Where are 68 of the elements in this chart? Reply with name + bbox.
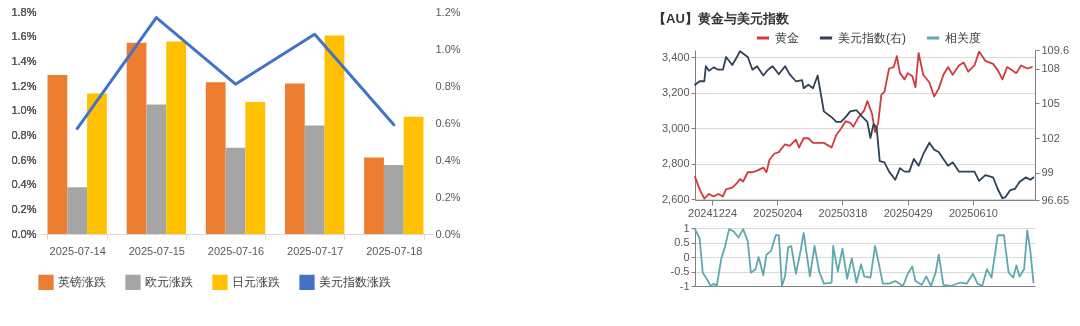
y-tick-label: 0.8%	[11, 128, 37, 141]
y-tick-label: 1	[683, 221, 690, 234]
y2-tick-label: 96.65	[1041, 193, 1070, 206]
y-tick-label: 1.6%	[11, 30, 37, 43]
y2-tick-label: 0.8%	[435, 79, 461, 92]
x-tick-label: 20250318	[818, 206, 868, 219]
y-tick-label: 2,600	[661, 192, 690, 205]
y-tick-label: 1.2%	[11, 79, 37, 92]
x-tick-label: 20250610	[948, 206, 998, 219]
y-tick-label: -0.5	[670, 265, 690, 277]
legend-label: 英镑涨跌	[58, 275, 106, 290]
legend-label: 美元指数(右)	[838, 31, 906, 45]
y-tick-label: 1.4%	[11, 54, 37, 67]
y2-tick-label: 105	[1041, 96, 1060, 109]
y2-tick-label: 0.6%	[435, 116, 461, 129]
y-tick-label: 2,800	[661, 157, 690, 170]
bar	[383, 164, 404, 234]
y-tick-label: -1	[679, 279, 690, 292]
y2-tick-label: 99	[1041, 166, 1054, 179]
y-tick-label: 0.2%	[11, 202, 37, 215]
y-tick-label: 1.8%	[11, 5, 37, 18]
y-tick-label: 0.4%	[11, 178, 37, 191]
bar	[126, 42, 147, 234]
bar	[67, 187, 88, 234]
bar	[364, 157, 384, 234]
bar	[225, 147, 246, 234]
line-series	[75, 16, 396, 131]
line-series	[694, 228, 1035, 287]
bar	[304, 125, 325, 234]
bar	[47, 74, 68, 234]
chart-title: 【AU】黄金与美元指数	[653, 11, 790, 26]
y2-tick-label: 0.0%	[435, 227, 461, 240]
y2-tick-label: 0.4%	[435, 153, 461, 166]
bar	[205, 82, 226, 234]
legend-label: 美元指数涨跌	[319, 275, 391, 290]
y2-tick-label: 109.6	[1041, 43, 1070, 56]
y-tick-label: 1.0%	[11, 104, 37, 117]
legend-label: 日元涨跌	[232, 275, 280, 290]
bar	[166, 41, 187, 234]
y2-tick-label: 102	[1041, 131, 1060, 144]
x-tick-label: 2025-07-15	[128, 244, 185, 257]
bar	[245, 102, 266, 234]
x-tick-label: 2025-07-18	[366, 244, 423, 257]
y-tick-label: 3,000	[661, 121, 690, 134]
y-tick-label: 3,200	[661, 86, 690, 99]
x-tick-label: 20241224	[688, 206, 738, 219]
y-tick-label: 0.5	[674, 236, 690, 248]
legend-label: 欧元涨跌	[145, 275, 193, 290]
y2-tick-label: 1.0%	[435, 42, 461, 55]
bar	[87, 93, 107, 234]
x-tick-label: 2025-07-16	[207, 244, 265, 257]
y2-tick-label: 0.2%	[435, 190, 461, 203]
x-tick-label: 2025-07-17	[287, 244, 344, 257]
y-tick-label: 0	[683, 250, 690, 263]
bar	[403, 116, 424, 234]
y2-tick-label: 108	[1041, 62, 1060, 75]
legend-label: 相关度	[944, 31, 981, 45]
bar	[146, 104, 167, 234]
x-tick-label: 2025-07-14	[49, 244, 106, 257]
y2-tick-label: 1.2%	[435, 5, 461, 18]
x-tick-label: 20250204	[753, 206, 803, 219]
x-tick-label: 20250429	[883, 206, 933, 219]
legend-label: 黄金	[775, 31, 799, 45]
y-tick-label: 0.0%	[11, 227, 37, 240]
bar	[284, 83, 305, 234]
y-tick-label: 0.6%	[11, 153, 37, 166]
bar	[324, 35, 345, 234]
y-tick-label: 3,400	[661, 50, 690, 63]
